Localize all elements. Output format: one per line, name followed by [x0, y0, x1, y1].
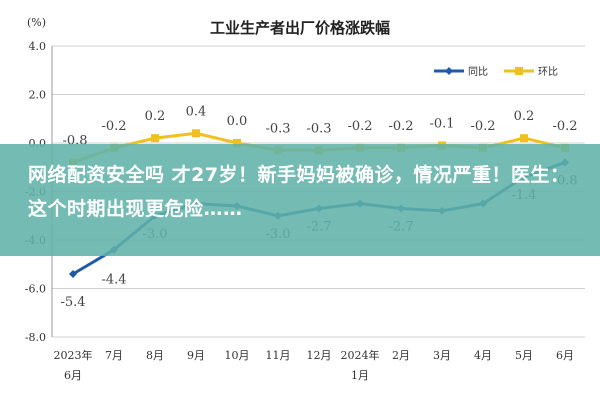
data-label-yoy: -5.4	[60, 295, 85, 310]
legend: 同比 环比	[434, 66, 558, 78]
data-point-mom	[151, 134, 159, 143]
headline-overlay-banner[interactable]: 网络配资安全吗 才27岁！新手妈妈被确诊，情况严重！医生：这个时期出现更危险……	[0, 144, 600, 256]
data-label-mom: 0.4	[186, 104, 207, 119]
x-tick-label: 2月	[392, 349, 410, 362]
y-tick-label: -6.0	[25, 283, 46, 296]
data-point-yoy	[69, 269, 77, 278]
data-point-mom	[233, 139, 241, 147]
x-tick-label: 5月	[515, 349, 533, 362]
data-label-mom: -0.2	[388, 119, 413, 134]
y-tick-label: 2.0	[29, 89, 47, 102]
headline-text[interactable]: 网络配资安全吗 才27岁！新手妈妈被确诊，情况严重！医生：这个时期出现更危险……	[28, 164, 570, 220]
data-label-mom: -0.2	[552, 119, 577, 134]
data-label-mom: -0.2	[470, 119, 495, 134]
data-label-mom: -0.2	[101, 119, 126, 134]
data-label-mom: -0.1	[429, 116, 454, 131]
x-tick-label: 9月	[187, 349, 205, 362]
x-tick-label: 12月	[307, 349, 332, 362]
x-tick-label: 11月	[266, 349, 291, 362]
data-point-mom	[520, 134, 528, 143]
x-tick-label: 10月	[225, 349, 250, 362]
x-tick-label: 4月	[474, 349, 492, 362]
x-tick-label: 8月	[146, 349, 164, 362]
legend-label-yoy: 同比	[468, 66, 488, 78]
data-label-mom: 0.0	[227, 114, 248, 129]
x-axis-ticks: 2023年 6月 7月 8月 9月 10月 11月 12月 2024年 1月 2月 3月 4月 5月 6月	[54, 348, 575, 382]
data-label-yoy: -4.4	[101, 273, 126, 288]
data-label-mom: 0.2	[514, 109, 535, 124]
x-tick-label: 7月	[105, 349, 123, 362]
chart-title: 工业生产者出厂价格涨跌幅	[210, 19, 390, 37]
x-tick-label: 2023年 6月	[54, 348, 93, 382]
legend-marker-mom	[515, 67, 523, 75]
legend-marker-yoy	[445, 67, 453, 75]
x-tick-label: 6月	[556, 349, 574, 362]
x-tick-label: 2024年 1月	[341, 348, 380, 382]
x-tick-label: 3月	[433, 349, 451, 362]
y-tick-label: -8.0	[25, 331, 46, 344]
legend-label-mom: 环比	[538, 66, 558, 78]
data-label-mom: -0.3	[306, 121, 331, 136]
data-label-mom: 0.2	[145, 109, 166, 124]
data-label-mom: -0.3	[265, 121, 290, 136]
y-tick-label: 4.0	[29, 40, 47, 53]
data-label-mom: -0.2	[347, 119, 372, 134]
y-axis-unit: (%)	[27, 16, 46, 29]
data-point-mom	[192, 129, 200, 138]
